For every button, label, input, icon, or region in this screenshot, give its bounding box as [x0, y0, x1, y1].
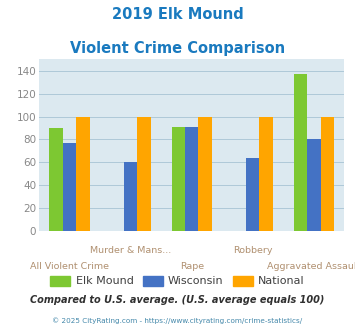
Text: © 2025 CityRating.com - https://www.cityrating.com/crime-statistics/: © 2025 CityRating.com - https://www.city… — [53, 317, 302, 324]
Text: Compared to U.S. average. (U.S. average equals 100): Compared to U.S. average. (U.S. average … — [30, 295, 325, 305]
Text: Robbery: Robbery — [233, 246, 273, 255]
Bar — [185, 127, 198, 231]
Bar — [294, 74, 307, 231]
Bar — [124, 162, 137, 231]
Bar — [321, 116, 334, 231]
Legend: Elk Mound, Wisconsin, National: Elk Mound, Wisconsin, National — [46, 271, 309, 291]
Text: Violent Crime Comparison: Violent Crime Comparison — [70, 41, 285, 56]
Bar — [76, 116, 90, 231]
Bar — [49, 128, 63, 231]
Bar — [307, 140, 321, 231]
Text: Aggravated Assault: Aggravated Assault — [267, 262, 355, 271]
Text: Rape: Rape — [180, 262, 204, 271]
Text: 2019 Elk Mound: 2019 Elk Mound — [111, 7, 244, 21]
Bar — [246, 158, 260, 231]
Bar — [137, 116, 151, 231]
Bar — [171, 127, 185, 231]
Bar — [260, 116, 273, 231]
Text: Murder & Mans...: Murder & Mans... — [90, 246, 171, 255]
Bar — [198, 116, 212, 231]
Bar — [63, 143, 76, 231]
Text: All Violent Crime: All Violent Crime — [30, 262, 109, 271]
